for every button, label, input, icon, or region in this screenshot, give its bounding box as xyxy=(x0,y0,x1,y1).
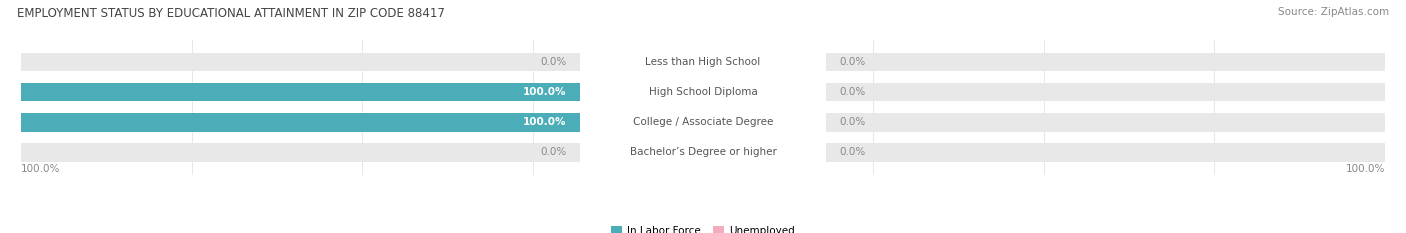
Text: EMPLOYMENT STATUS BY EDUCATIONAL ATTAINMENT IN ZIP CODE 88417: EMPLOYMENT STATUS BY EDUCATIONAL ATTAINM… xyxy=(17,7,444,20)
Text: 0.0%: 0.0% xyxy=(839,87,866,97)
Text: College / Associate Degree: College / Associate Degree xyxy=(633,117,773,127)
Bar xyxy=(21,143,1385,161)
Bar xyxy=(21,53,1385,72)
Text: 100.0%: 100.0% xyxy=(1346,164,1385,174)
Text: 100.0%: 100.0% xyxy=(523,87,567,97)
Text: 0.0%: 0.0% xyxy=(540,57,567,67)
Bar xyxy=(21,83,1385,102)
Bar xyxy=(581,83,825,102)
Text: 0.0%: 0.0% xyxy=(540,147,567,157)
Text: 0.0%: 0.0% xyxy=(839,117,866,127)
Bar xyxy=(581,53,825,72)
Text: Less than High School: Less than High School xyxy=(645,57,761,67)
Text: High School Diploma: High School Diploma xyxy=(648,87,758,97)
Bar xyxy=(581,143,825,161)
Bar xyxy=(21,83,703,102)
Bar xyxy=(581,113,825,131)
Text: 0.0%: 0.0% xyxy=(839,57,866,67)
Text: 100.0%: 100.0% xyxy=(523,117,567,127)
Text: Source: ZipAtlas.com: Source: ZipAtlas.com xyxy=(1278,7,1389,17)
Bar xyxy=(21,113,1385,131)
Text: Bachelor’s Degree or higher: Bachelor’s Degree or higher xyxy=(630,147,776,157)
Bar xyxy=(21,113,703,131)
Text: 0.0%: 0.0% xyxy=(839,147,866,157)
Legend: In Labor Force, Unemployed: In Labor Force, Unemployed xyxy=(607,222,799,233)
Text: 100.0%: 100.0% xyxy=(21,164,60,174)
